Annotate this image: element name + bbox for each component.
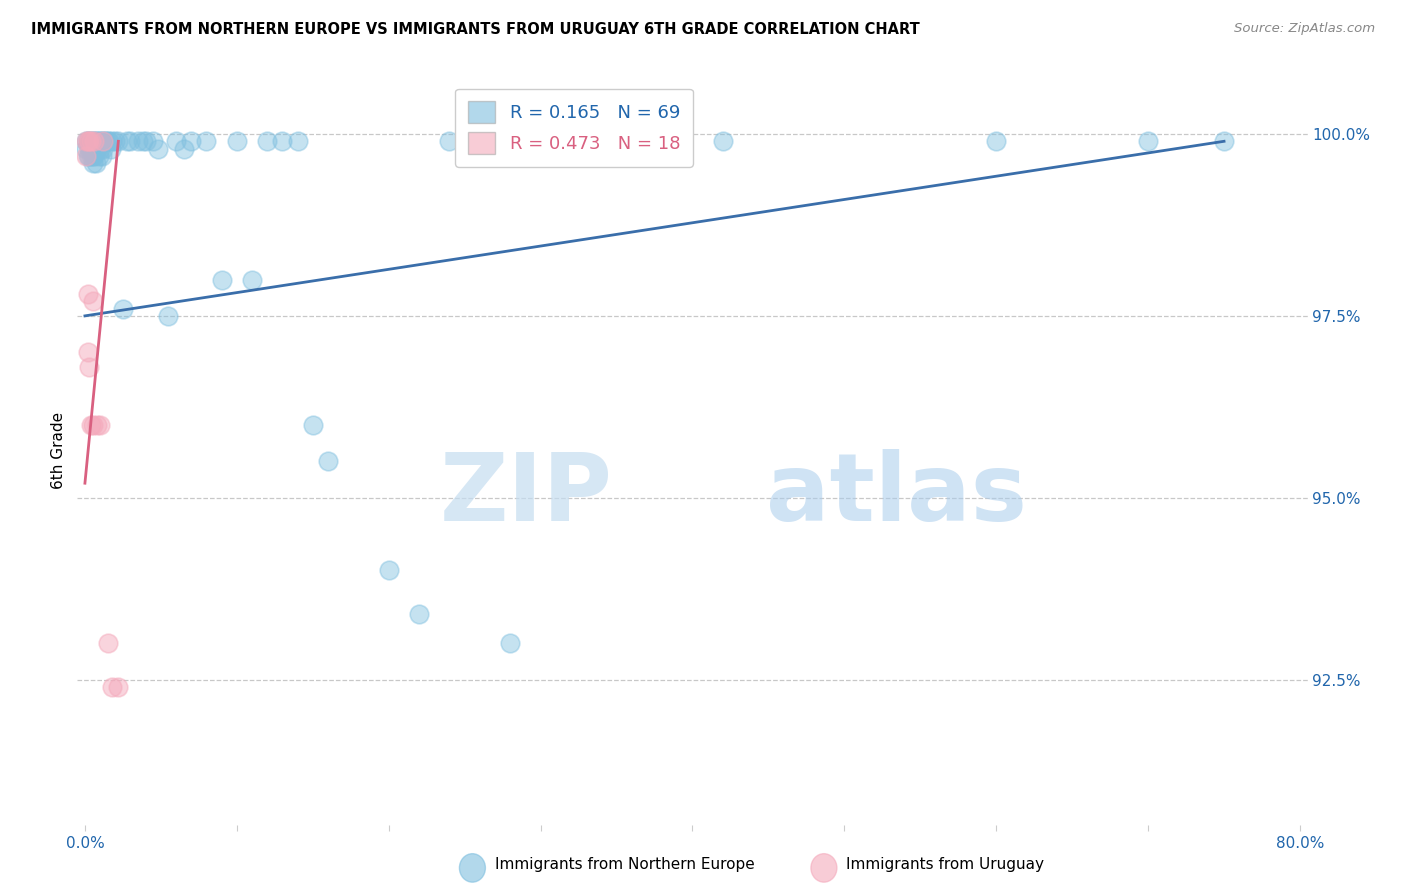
Point xyxy=(86,134,108,148)
Point xyxy=(90,149,112,163)
Point xyxy=(97,134,120,148)
Point xyxy=(83,149,105,163)
Point xyxy=(79,134,101,148)
Point xyxy=(271,134,294,148)
Y-axis label: 6th Grade: 6th Grade xyxy=(51,412,66,489)
Circle shape xyxy=(460,854,485,882)
Point xyxy=(101,134,124,148)
Point xyxy=(84,134,107,148)
Point xyxy=(240,272,263,286)
Point xyxy=(83,134,105,148)
Point xyxy=(499,636,522,650)
Point xyxy=(173,142,195,156)
Point xyxy=(86,142,108,156)
Text: Immigrants from Northern Europe: Immigrants from Northern Europe xyxy=(495,857,755,872)
Point xyxy=(91,134,114,148)
Point xyxy=(77,287,100,301)
Point xyxy=(408,607,430,621)
Point xyxy=(301,417,323,432)
Point xyxy=(1213,134,1236,148)
Point xyxy=(256,134,278,148)
Point xyxy=(117,134,139,148)
Point xyxy=(77,345,100,359)
Point xyxy=(80,149,103,163)
Point xyxy=(83,134,105,148)
Point xyxy=(96,134,118,148)
Point xyxy=(80,134,103,148)
Text: atlas: atlas xyxy=(766,450,1028,541)
Point xyxy=(89,417,111,432)
Circle shape xyxy=(811,854,837,882)
Point xyxy=(316,454,339,468)
Point xyxy=(75,149,97,163)
Point xyxy=(86,417,108,432)
Point xyxy=(77,134,100,148)
Point xyxy=(225,134,247,148)
Point xyxy=(79,142,101,156)
Point xyxy=(211,272,233,286)
Point xyxy=(79,149,101,163)
Text: Immigrants from Uruguay: Immigrants from Uruguay xyxy=(846,857,1045,872)
Point xyxy=(131,134,153,148)
Point xyxy=(87,134,110,148)
Point xyxy=(90,134,112,148)
Point xyxy=(195,134,218,148)
Point xyxy=(100,142,122,156)
Point xyxy=(89,142,111,156)
Text: IMMIGRANTS FROM NORTHERN EUROPE VS IMMIGRANTS FROM URUGUAY 6TH GRADE CORRELATION: IMMIGRANTS FROM NORTHERN EUROPE VS IMMIG… xyxy=(31,22,920,37)
Point xyxy=(107,134,129,148)
Point xyxy=(135,134,157,148)
Point xyxy=(439,134,461,148)
Point xyxy=(82,134,104,148)
Point xyxy=(77,134,100,148)
Point xyxy=(75,134,97,148)
Point xyxy=(560,134,582,148)
Point xyxy=(87,149,110,163)
Point xyxy=(91,134,114,148)
Point xyxy=(711,134,734,148)
Point xyxy=(165,134,187,148)
Point xyxy=(111,301,134,316)
Text: Source: ZipAtlas.com: Source: ZipAtlas.com xyxy=(1234,22,1375,36)
Point xyxy=(180,134,202,148)
Point xyxy=(120,134,142,148)
Point xyxy=(287,134,309,148)
Point xyxy=(1137,134,1160,148)
Point xyxy=(104,134,127,148)
Point xyxy=(97,636,120,650)
Point xyxy=(82,294,104,309)
Point xyxy=(107,680,129,694)
Point xyxy=(146,142,169,156)
Point xyxy=(91,142,114,156)
Point xyxy=(157,309,180,323)
Point xyxy=(82,417,104,432)
Point xyxy=(79,134,101,148)
Point xyxy=(75,142,97,156)
Point xyxy=(93,134,115,148)
Point xyxy=(377,564,399,578)
Point xyxy=(98,134,121,148)
Point xyxy=(142,134,165,148)
Point xyxy=(80,134,103,148)
Point xyxy=(77,149,100,163)
Point xyxy=(89,134,111,148)
Point xyxy=(83,142,105,156)
Point xyxy=(75,134,97,148)
Point xyxy=(101,680,124,694)
Point xyxy=(82,156,104,170)
Point xyxy=(84,156,107,170)
Point xyxy=(84,142,107,156)
Point xyxy=(80,142,103,156)
Point xyxy=(651,134,673,148)
Text: ZIP: ZIP xyxy=(440,450,613,541)
Point xyxy=(80,417,103,432)
Legend: R = 0.165   N = 69, R = 0.473   N = 18: R = 0.165 N = 69, R = 0.473 N = 18 xyxy=(456,88,693,167)
Point xyxy=(79,359,101,374)
Point xyxy=(986,134,1008,148)
Point xyxy=(82,149,104,163)
Point xyxy=(127,134,149,148)
Point xyxy=(82,142,104,156)
